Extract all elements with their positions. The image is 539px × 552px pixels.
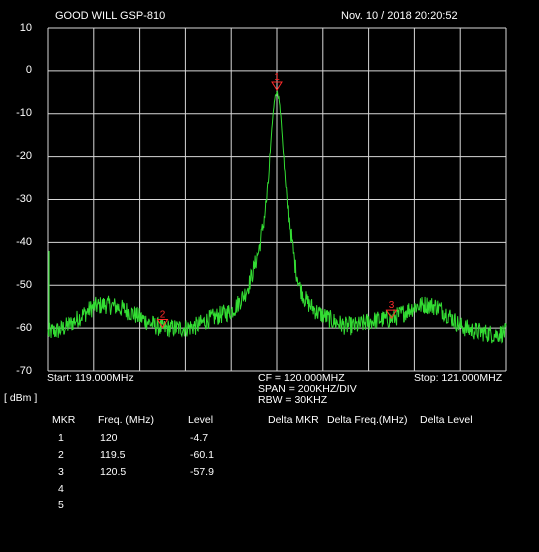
unit-label: [ dBm ] — [4, 392, 38, 404]
span-readout: SPAN = 200KHZ/DIV — [258, 383, 357, 395]
datetime-readout: Nov. 10 / 2018 20:20:52 — [341, 10, 458, 22]
marker-triangle-icon — [385, 309, 398, 320]
y-tick-label: 0 — [25, 64, 32, 76]
marker-label: 1 — [274, 72, 280, 83]
marker-label: 2 — [160, 310, 166, 321]
y-tick-label: -60 — [16, 322, 32, 334]
y-tick-label: -20 — [16, 150, 32, 162]
marker-triangle-icon — [156, 319, 169, 329]
marker-label: 3 — [389, 300, 395, 311]
stop-frequency: Stop: 121.000MHZ — [414, 372, 503, 384]
rbw-readout: RBW = 30KHZ — [258, 394, 328, 406]
spectrum-line — [47, 90, 507, 344]
y-tick-label: 10 — [19, 22, 32, 34]
y-tick-label: -70 — [16, 365, 32, 377]
marker-layer: 1 2 3 — [156, 72, 398, 329]
spectrum-trace — [47, 90, 507, 344]
marker-triangle-icon — [271, 81, 283, 91]
y-tick-label: -10 — [16, 107, 32, 119]
center-frequency: CF = 120.000MHZ — [258, 372, 345, 384]
y-tick-label: -50 — [16, 279, 32, 291]
y-tick-label: -40 — [16, 236, 32, 248]
y-tick-label: -30 — [16, 193, 32, 205]
instrument-title: GOOD WILL GSP-810 — [55, 10, 166, 22]
start-frequency: Start: 119.000MHz — [47, 372, 134, 384]
